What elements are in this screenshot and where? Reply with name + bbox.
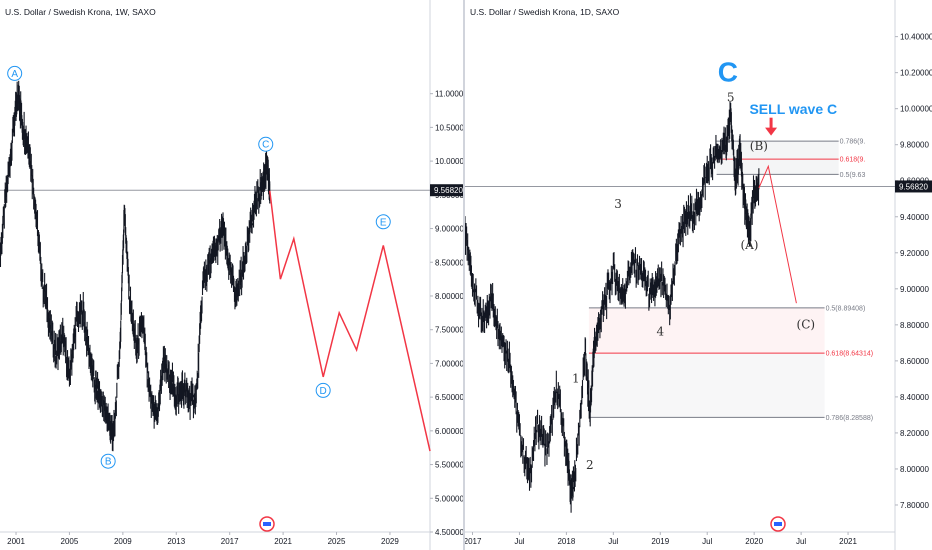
pane-divider[interactable] xyxy=(463,0,465,550)
wave-label-circle xyxy=(100,453,116,469)
fib-level-label: 0.618(9. xyxy=(840,157,866,164)
y-tick-label: 8.40000 xyxy=(900,393,929,402)
x-tick-label: Jul xyxy=(796,537,806,546)
y-tick-label: 8.00000 xyxy=(435,292,463,301)
x-tick-label: 2009 xyxy=(114,537,132,546)
x-tick-label: 2021 xyxy=(274,537,292,546)
daily-chart[interactable]: U.S. Dollar / Swedish Krona, 1D, SAXO10.… xyxy=(465,0,932,550)
y-tick-label: 9.80000 xyxy=(900,141,929,150)
y-tick-label: 10.40000 xyxy=(900,33,932,42)
wave-label: 1 xyxy=(572,371,580,385)
fib-level-label: 0.786(8.28588) xyxy=(826,415,873,422)
fib-level-label: 0.786(9. xyxy=(840,139,866,146)
wave-label: (B) xyxy=(750,139,768,153)
wave-label-circle xyxy=(375,214,391,230)
x-tick-label: Jul xyxy=(514,537,524,546)
y-tick-label: 5.50000 xyxy=(435,461,463,470)
x-tick-label: 2019 xyxy=(651,537,669,546)
x-tick-label: 2018 xyxy=(557,537,575,546)
wave-label: (A) xyxy=(740,238,758,252)
y-tick-label: 8.00000 xyxy=(900,465,929,474)
y-tick-label: 7.80000 xyxy=(900,501,929,510)
price-tag-label: 9.56820 xyxy=(899,182,928,191)
fib-zone-lower-red xyxy=(588,307,825,354)
weekly-chart-pane[interactable]: U.S. Dollar / Swedish Krona, 1W, SAXO 11.… xyxy=(0,0,463,550)
y-tick-label: 6.50000 xyxy=(435,393,463,402)
wave-label: C xyxy=(262,140,269,151)
x-tick-label: 2001 xyxy=(7,537,25,546)
wave-label: (C) xyxy=(797,317,816,331)
wave-label: D xyxy=(320,386,327,397)
wave-label: 5 xyxy=(727,90,735,104)
y-tick-label: 10.20000 xyxy=(900,69,932,78)
y-tick-label: 8.80000 xyxy=(900,321,929,330)
wave-label: 4 xyxy=(656,325,664,339)
fib-level-label: 0.5(9.63 xyxy=(840,172,866,179)
x-tick-label: 2029 xyxy=(381,537,399,546)
chart-title: U.S. Dollar / Swedish Krona, 1W, SAXO xyxy=(5,7,156,17)
fib-level-label: 0.5(8.89408) xyxy=(826,305,866,312)
sell-annotation: SELL wave C xyxy=(749,101,837,117)
x-tick-label: 2017 xyxy=(221,537,239,546)
price-tag-bg xyxy=(430,184,463,197)
y-tick-label: 8.20000 xyxy=(900,429,929,438)
fib-zone-lower-grey xyxy=(588,353,825,418)
x-tick-label: 2025 xyxy=(328,537,346,546)
projection-path xyxy=(758,164,797,304)
price-tag-label: 9.56820 xyxy=(434,186,463,195)
x-tick-label: 2013 xyxy=(167,537,185,546)
wave-label-circle xyxy=(7,65,23,81)
y-tick-label: 9.00000 xyxy=(900,285,929,294)
x-tick-label: Jul xyxy=(608,537,618,546)
chart-title: U.S. Dollar / Swedish Krona, 1D, SAXO xyxy=(470,7,620,17)
x-tick-label: 2005 xyxy=(61,537,79,546)
x-tick-label: 2017 xyxy=(465,537,482,546)
x-tick-label: Jul xyxy=(702,537,712,546)
big-wave-label: C xyxy=(718,57,738,88)
y-tick-label: 10.00000 xyxy=(900,105,932,114)
event-flag-icon-fill xyxy=(263,522,271,526)
y-tick-label: 8.60000 xyxy=(900,357,929,366)
x-tick-label: 2020 xyxy=(745,537,763,546)
daily-chart-pane[interactable]: U.S. Dollar / Swedish Krona, 1D, SAXO 10.… xyxy=(465,0,932,550)
wave-label-circle xyxy=(315,382,331,398)
wave-label: 3 xyxy=(614,197,622,211)
event-flag-icon-fill xyxy=(774,522,782,526)
wave-label: E xyxy=(380,217,387,228)
y-tick-label: 9.20000 xyxy=(900,249,929,258)
sell-arrow-head xyxy=(765,127,778,136)
y-tick-label: 5.00000 xyxy=(435,494,463,503)
y-tick-label: 10.50000 xyxy=(435,123,463,132)
fib-level-label: 0.618(8.64314) xyxy=(826,351,873,358)
x-tick-label: 2021 xyxy=(839,537,857,546)
wave-label: B xyxy=(105,457,112,468)
wave-label: 2 xyxy=(586,458,594,472)
y-tick-label: 8.50000 xyxy=(435,258,463,267)
y-tick-label: 7.50000 xyxy=(435,326,463,335)
y-tick-label: 4.50000 xyxy=(435,528,463,537)
wave-label-circle xyxy=(258,136,274,152)
y-tick-label: 9.00000 xyxy=(435,225,463,234)
projection-path xyxy=(269,190,431,452)
price-tag-bg xyxy=(895,180,932,193)
y-tick-label: 6.00000 xyxy=(435,427,463,436)
weekly-chart[interactable]: U.S. Dollar / Swedish Krona, 1W, SAXO 11.… xyxy=(0,0,463,550)
y-tick-label: 10.00000 xyxy=(435,157,463,166)
y-tick-label: 7.00000 xyxy=(435,359,463,368)
y-tick-label: 11.00000 xyxy=(435,90,463,99)
wave-label: A xyxy=(11,69,18,80)
y-tick-label: 9.40000 xyxy=(900,213,929,222)
